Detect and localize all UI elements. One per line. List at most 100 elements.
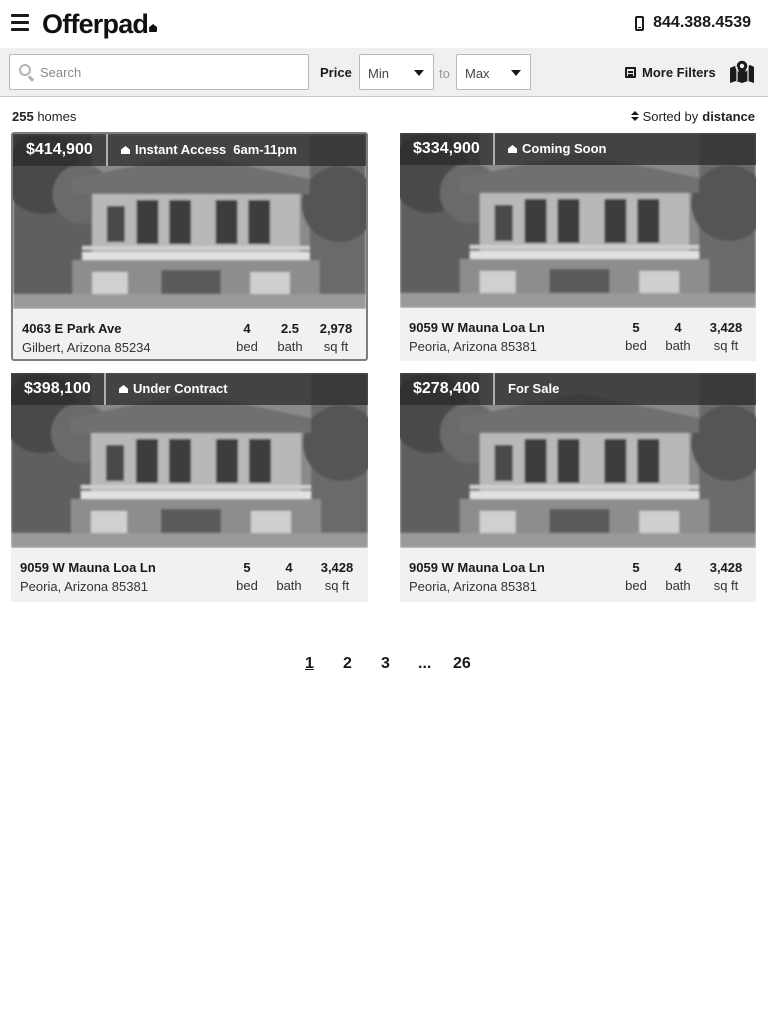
listing-street: 4063 E Park Ave: [22, 321, 122, 336]
listing-info: 9059 W Mauna Loa Ln Peoria, Arizona 8538…: [400, 548, 756, 602]
listing-price: $414,900: [13, 134, 108, 166]
listing-street: 9059 W Mauna Loa Ln: [20, 560, 156, 575]
beds-value: 5: [632, 320, 640, 335]
listing-price: $278,400: [400, 373, 495, 405]
listing-topbar: $414,900 Instant Access 6am-11pm: [13, 134, 366, 166]
sqft-value: 3,428: [709, 560, 743, 575]
baths-value: 4: [674, 320, 682, 335]
search-box[interactable]: [9, 54, 309, 90]
sort-prefix: Sorted by: [642, 109, 699, 124]
home-icon: [121, 146, 130, 154]
top-header: Offerpad 844.388.4539: [0, 0, 768, 48]
beds-label: bed: [625, 578, 647, 593]
sqft-label: sq ft: [323, 339, 349, 354]
listing-street: 9059 W Mauna Loa Ln: [409, 320, 545, 335]
listing-baths: 4 bath: [267, 560, 311, 593]
listing-beds: 4 bed: [225, 321, 269, 354]
hamburger-menu-icon[interactable]: [11, 14, 29, 32]
more-filters-button[interactable]: More Filters: [625, 65, 716, 80]
listing-hours: 6am-11pm: [233, 142, 297, 157]
logo-house-dot-icon: [149, 24, 158, 32]
results-count-suffix: homes: [37, 109, 77, 124]
listing-city: Gilbert, Arizona 85234: [22, 340, 151, 355]
listing-card[interactable]: $334,900 Coming Soon 9059 W Mauna Loa Ln…: [400, 133, 756, 361]
baths-value: 4: [285, 560, 293, 575]
sqft-label: sq ft: [713, 578, 739, 593]
baths-value: 4: [674, 560, 682, 575]
sort-value: distance: [702, 109, 755, 124]
sqft-value: 3,428: [320, 560, 354, 575]
listing-card[interactable]: $414,900 Instant Access 6am-11pm 4063 E …: [11, 132, 368, 361]
listing-beds: 5 bed: [614, 560, 658, 593]
listing-baths: 4 bath: [656, 320, 700, 353]
filter-bar: Price Min to Max More Filters: [0, 48, 768, 97]
search-input[interactable]: [40, 55, 304, 89]
listing-topbar: $334,900 Coming Soon: [400, 133, 756, 165]
map-icon[interactable]: [729, 59, 755, 84]
listing-status-label: Coming Soon: [522, 141, 607, 156]
listing-status: Instant Access 6am-11pm: [121, 134, 297, 166]
chevron-down-icon: [414, 70, 424, 76]
listing-card[interactable]: $278,400 For Sale 9059 W Mauna Loa Ln Pe…: [400, 373, 756, 602]
page-link-26[interactable]: 26: [453, 655, 471, 672]
beds-label: bed: [236, 578, 258, 593]
listing-city: Peoria, Arizona 85381: [409, 579, 537, 594]
listing-status: For Sale: [508, 373, 559, 405]
sqft-label: sq ft: [324, 578, 350, 593]
page-ellipsis: ...: [418, 655, 432, 672]
page-link-3[interactable]: 3: [381, 655, 390, 672]
listing-baths: 4 bath: [656, 560, 700, 593]
beds-value: 4: [243, 321, 251, 336]
listing-info: 4063 E Park Ave Gilbert, Arizona 85234 4…: [13, 309, 366, 363]
listing-beds: 5 bed: [614, 320, 658, 353]
search-icon: [19, 64, 35, 82]
listing-street: 9059 W Mauna Loa Ln: [409, 560, 545, 575]
listing-status-label: Instant Access: [135, 142, 227, 157]
offerpad-logo[interactable]: Offerpad: [42, 9, 158, 40]
listing-status: Under Contract: [119, 373, 228, 405]
chevron-down-icon: [511, 70, 521, 76]
baths-value: 2.5: [280, 321, 300, 336]
price-to-label: to: [439, 66, 450, 81]
listing-info: 9059 W Mauna Loa Ln Peoria, Arizona 8538…: [400, 308, 756, 362]
listing-city: Peoria, Arizona 85381: [409, 339, 537, 354]
listing-price: $398,100: [11, 373, 106, 405]
price-min-select[interactable]: Min: [359, 54, 434, 90]
listing-topbar: $398,100 Under Contract: [11, 373, 368, 405]
phone-number: 844.388.4539: [653, 14, 751, 31]
page-link-2[interactable]: 2: [343, 655, 352, 672]
listing-city: Peoria, Arizona 85381: [20, 579, 148, 594]
results-count-number: 255: [12, 109, 34, 124]
listing-sqft: 3,428 sq ft: [315, 560, 359, 593]
listing-status-label: For Sale: [508, 381, 560, 396]
phone-link[interactable]: 844.388.4539: [635, 14, 751, 32]
sqft-value: 3,428: [709, 320, 743, 335]
listing-info: 9059 W Mauna Loa Ln Peoria, Arizona 8538…: [11, 548, 368, 602]
listing-sqft: 3,428 sq ft: [704, 560, 748, 593]
home-icon: [508, 145, 517, 153]
filter-icon: [625, 67, 636, 78]
beds-value: 5: [632, 560, 640, 575]
price-label: Price: [320, 65, 352, 80]
phone-icon: [635, 15, 645, 31]
price-max-select[interactable]: Max: [456, 54, 531, 90]
pagination: 1 2 3 ... 26: [0, 655, 768, 679]
results-count: 255 homes: [12, 109, 76, 124]
listing-baths: 2.5 bath: [268, 321, 312, 354]
baths-label: bath: [665, 338, 691, 353]
price-min-value: Min: [368, 66, 389, 81]
page-link-1[interactable]: 1: [305, 655, 314, 672]
listing-sqft: 3,428 sq ft: [704, 320, 748, 353]
listing-beds: 5 bed: [225, 560, 269, 593]
logo-text: Offerpad: [42, 9, 149, 39]
baths-label: bath: [277, 339, 303, 354]
beds-label: bed: [625, 338, 647, 353]
listing-price: $334,900: [400, 133, 495, 165]
sort-control[interactable]: Sorted by distance: [630, 109, 755, 124]
listing-sqft: 2,978 sq ft: [314, 321, 358, 354]
listing-card[interactable]: $398,100 Under Contract 9059 W Mauna Loa…: [11, 373, 368, 602]
listing-topbar: $278,400 For Sale: [400, 373, 756, 405]
price-max-value: Max: [465, 66, 490, 81]
sqft-label: sq ft: [713, 338, 739, 353]
sort-icon: [630, 111, 639, 122]
